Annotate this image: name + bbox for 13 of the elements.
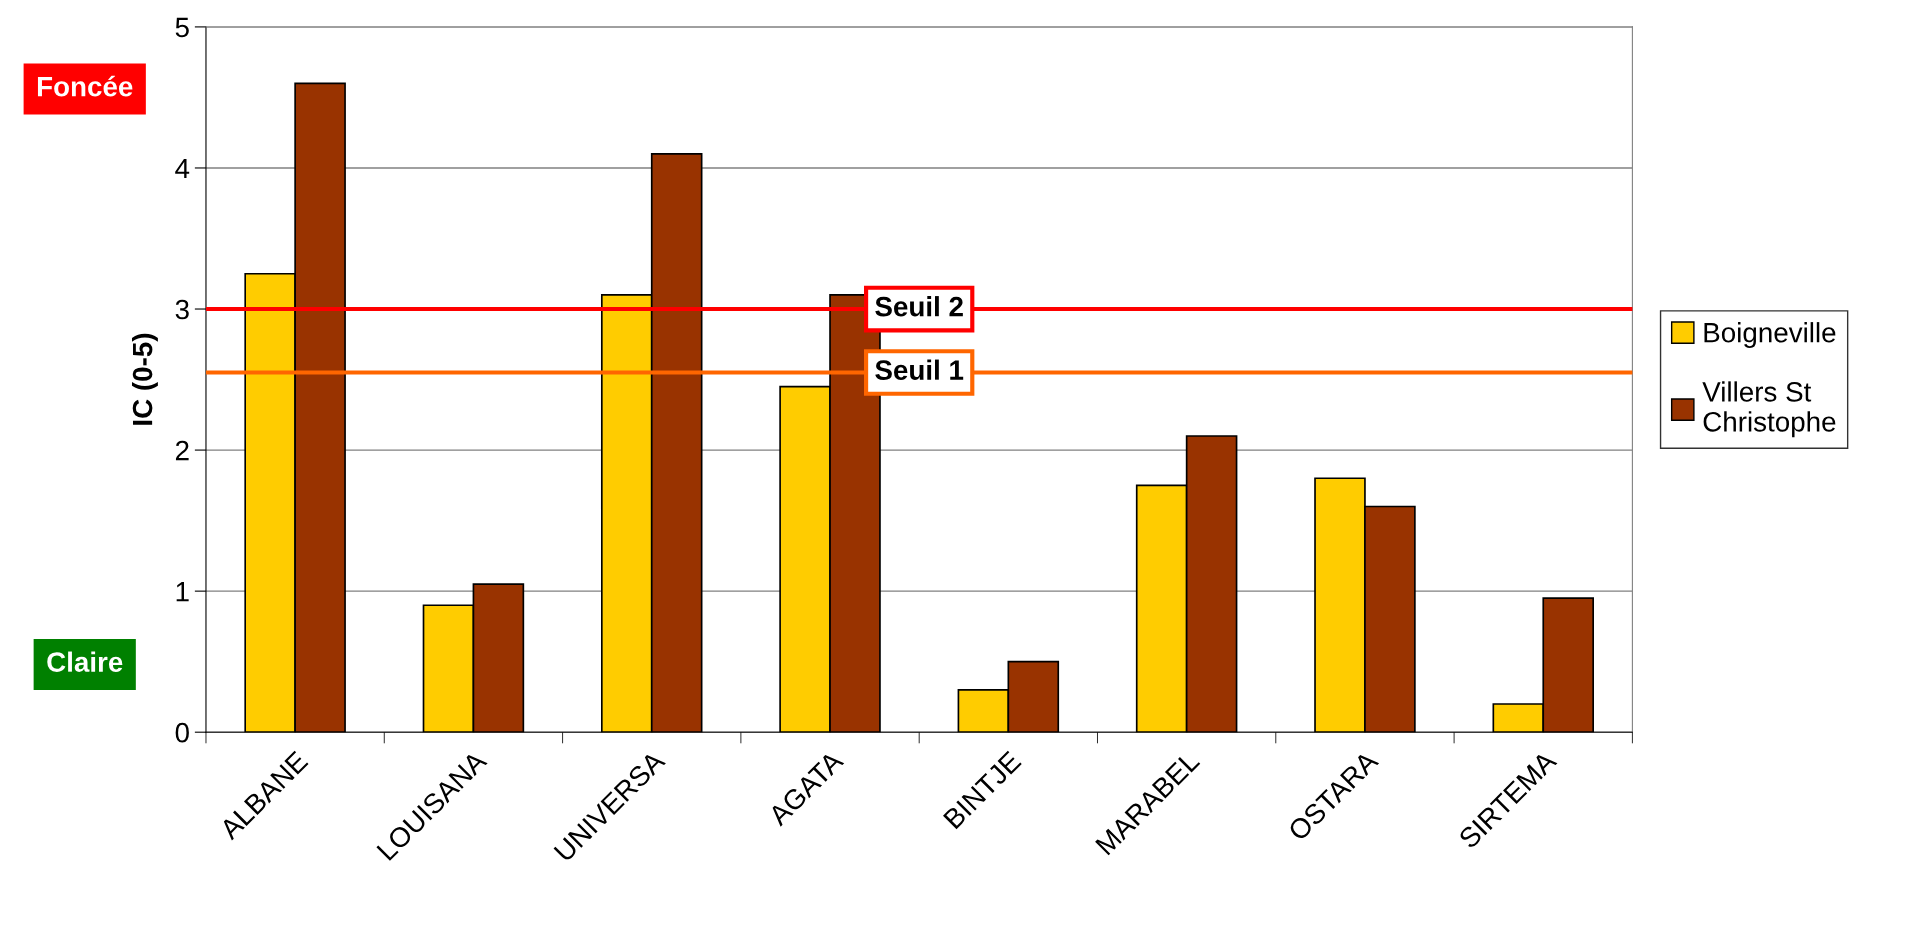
legend-label: Villers St Christophe xyxy=(1702,381,1836,438)
legend-label: Boigneville xyxy=(1704,322,1836,348)
ref-line-label: Seuil 2 xyxy=(875,296,963,317)
y-axis-title: IC (0-5) xyxy=(131,333,158,425)
y-tick-label: 3 xyxy=(175,299,189,320)
ref-line-label: Seuil 1 xyxy=(875,359,964,380)
y-tick-label: 1 xyxy=(176,582,189,602)
y-tick-label: 5 xyxy=(175,17,189,38)
text: Foncée xyxy=(37,75,133,97)
y-tick-label: 2 xyxy=(175,440,189,461)
y-tick-label: 4 xyxy=(175,158,190,179)
text: Claire xyxy=(47,651,123,672)
y-tick-label: 0 xyxy=(175,722,189,743)
